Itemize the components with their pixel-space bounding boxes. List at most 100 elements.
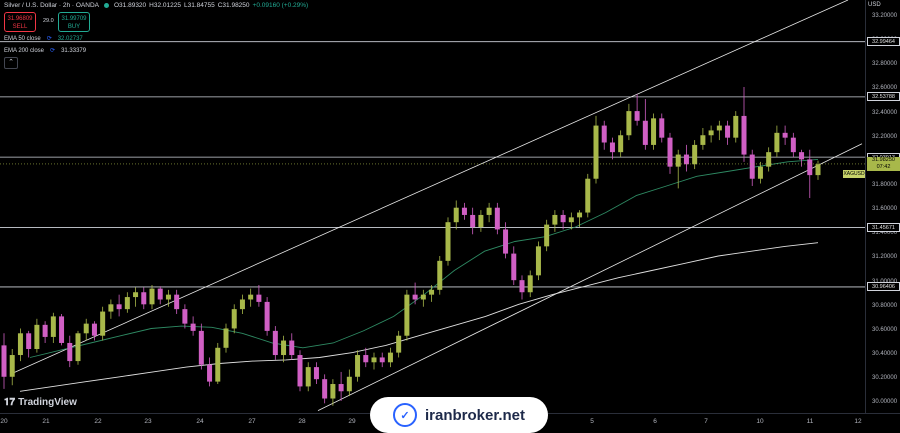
candle-body [1, 345, 7, 377]
level-price-tag[interactable]: 32.53788 [867, 92, 900, 102]
ema50-legend[interactable]: EMA 50 close ⟳ 32.02737 [4, 35, 83, 43]
market-open-icon [104, 3, 109, 8]
price-chart[interactable] [0, 0, 865, 413]
price-tick-label: 32.20000 [872, 133, 898, 140]
ema200-legend[interactable]: EMA 200 close ⟳ 31.33379 [4, 47, 87, 55]
candle-body [67, 342, 73, 362]
candle-body [338, 384, 344, 392]
level-price-tag[interactable]: 32.99464 [867, 37, 900, 47]
candle-body [42, 324, 48, 337]
time-tick-label: 11 [806, 418, 814, 425]
buy-label: BUY [67, 24, 81, 30]
candle-body [725, 125, 731, 138]
candle-body [396, 335, 402, 353]
candle-body [470, 214, 476, 228]
price-tick-label: 30.20000 [872, 375, 898, 382]
candle-body [34, 324, 40, 349]
price-axis[interactable]: USD 33.2000033.0000032.8000032.6000032.4… [843, 0, 900, 413]
candle-body [322, 379, 328, 399]
candle-body [149, 288, 155, 305]
candle-body [313, 367, 319, 380]
candle-body [215, 347, 221, 382]
candle-body [659, 118, 665, 138]
currency-label[interactable]: USD [868, 2, 881, 8]
channel-upper-line [9, 0, 849, 375]
candle-body [363, 355, 369, 363]
last-price-tag[interactable]: 31.98250 07:42 [867, 156, 900, 171]
candle-body [527, 275, 533, 293]
collapse-legend-button[interactable]: ⌃ [4, 57, 18, 69]
candle-body [749, 154, 755, 179]
time-tick-label: 22 [94, 418, 102, 425]
price-tick-label: 30.00000 [872, 399, 898, 406]
tradingview-logo: 𝟏𝟕 TradingView [4, 397, 77, 408]
candle-body [634, 111, 640, 121]
symbol-price-tag: XAGUSD [843, 169, 865, 178]
price-tick-label: 32.60000 [872, 85, 898, 92]
tradingview-icon: 𝟏𝟕 [4, 397, 16, 408]
candle-body [412, 294, 418, 300]
candle-body [535, 246, 541, 276]
candle-body [9, 355, 15, 377]
ema200-value: 31.33379 [61, 47, 87, 54]
candle-body [568, 217, 574, 223]
candle-body [626, 111, 632, 136]
price-tick-label: 31.40000 [872, 230, 898, 237]
ohlc-change: +0.09160 (+0.29%) [252, 2, 309, 9]
candle-body [478, 214, 484, 228]
candle-body [511, 253, 517, 281]
sell-button[interactable]: 31.96809 SELL [4, 12, 36, 32]
chart-legend: Silver / U.S. Dollar · 2h · OANDA O31.89… [4, 2, 311, 9]
candle-body [330, 384, 336, 399]
tradingview-wordmark: TradingView [18, 397, 77, 408]
refresh-icon: ⟳ [50, 48, 56, 54]
candle-body [552, 214, 558, 225]
candle-body [807, 159, 813, 176]
candle-body [100, 311, 106, 336]
buy-button[interactable]: 31.99709 BUY [58, 12, 90, 32]
candle-body [157, 288, 163, 300]
ohlc-close: C31.98250 [217, 2, 250, 9]
candle-body [445, 222, 451, 261]
time-tick-label: 5 [590, 418, 594, 425]
candle-body [683, 154, 689, 165]
candle-body [190, 323, 196, 331]
time-tick-label: 24 [196, 418, 204, 425]
candle-body [618, 135, 624, 153]
candle-body [207, 364, 213, 382]
candle-body [108, 304, 114, 312]
candle-body [741, 115, 747, 155]
price-tick-label: 32.80000 [872, 61, 898, 68]
last-price-value: 31.98250 [872, 156, 895, 163]
candle-body [272, 330, 278, 356]
ema50-value: 32.02737 [57, 35, 83, 42]
candle-body [198, 330, 204, 365]
time-tick-label: 27 [248, 418, 256, 425]
candle-body [774, 132, 780, 153]
candle-body [50, 316, 56, 337]
level-price-tag[interactable]: 31.45671 [867, 222, 900, 232]
candle-body [297, 355, 303, 387]
price-tick-label: 31.80000 [872, 181, 898, 188]
candle-body [182, 309, 188, 324]
candle-body [371, 357, 377, 363]
ohlc-values: O31.89320 H32.01225 L31.84755 C31.98250 +0.0… [114, 2, 311, 9]
candle-body [379, 357, 385, 363]
candle-body [519, 280, 525, 293]
candle-body [256, 294, 262, 302]
price-tick-label: 30.80000 [872, 302, 898, 309]
candle-body [17, 333, 23, 356]
candle-body [141, 292, 147, 305]
candle-body [116, 304, 122, 310]
candle-body [133, 292, 139, 298]
candle-body [692, 144, 698, 165]
channel-lower-line [317, 143, 863, 411]
sell-price: 31.96809 [7, 16, 33, 22]
candle-body [248, 294, 254, 300]
level-price-tag[interactable]: 30.96406 [867, 282, 900, 292]
symbol-title[interactable]: Silver / U.S. Dollar · 2h · OANDA [4, 2, 99, 9]
candle-body [387, 352, 393, 363]
sell-label: SELL [12, 24, 28, 30]
time-tick-label: 21 [42, 418, 50, 425]
candle-body [642, 120, 648, 145]
